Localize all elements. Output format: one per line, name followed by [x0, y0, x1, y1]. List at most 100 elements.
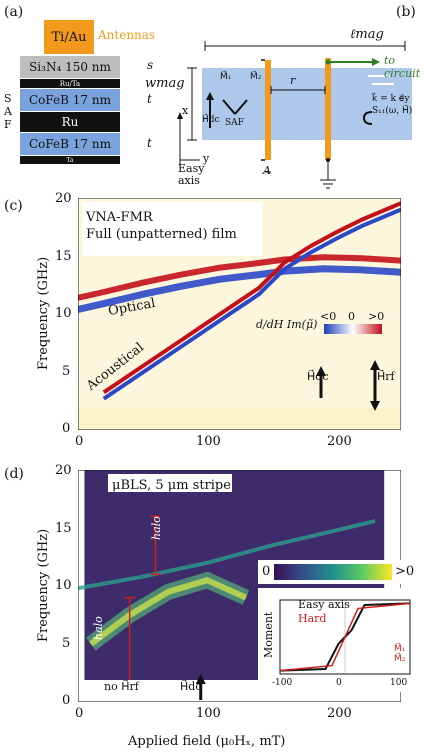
antennas-label: Antennas [98, 28, 156, 42]
colorbar-d-box: 0 >0 [258, 560, 418, 584]
chart-d-title: μBLS, 5 μm stripe [112, 478, 231, 493]
halo-label-upper: halo [150, 516, 163, 540]
inset-xtick: 100 [390, 678, 408, 688]
cofeb-bottom-label: CoFeB 17 nm [28, 137, 111, 151]
chart-c-ytick: 5 [62, 364, 71, 379]
magnetization-inset-plot [279, 599, 411, 675]
inset-easy-axis: Easy axis [298, 598, 350, 611]
chart-c-lowband [78, 408, 401, 430]
chart-c-ytick: 20 [55, 191, 72, 206]
easy-axis-label: Easy axis [178, 162, 205, 187]
a-width-label: A [263, 164, 271, 177]
chart-d-ytick: 20 [55, 463, 72, 478]
chart-d-ytick: 15 [55, 521, 72, 536]
si3n4-layer: Si₃N₄ 150 nm [20, 56, 120, 78]
colorbar-d-high: >0 [395, 564, 415, 579]
hdc-arrowhead-d [195, 674, 206, 684]
chart-c-xtick: 200 [327, 434, 352, 449]
hdc-arrowhead-c [316, 366, 326, 376]
magnetization-inset: Moment Easy axis Hard -100 0 100 M⃗₁ M⃗₂ [258, 588, 418, 692]
wmag-label: wmag [145, 76, 185, 91]
inset-hard-curve [279, 602, 411, 672]
cofeb-bottom-thickness-symbol: t [147, 136, 152, 150]
panel-a-label: (a) [4, 4, 24, 20]
upper-branch [78, 519, 376, 591]
acoustical-branch-red [102, 201, 401, 394]
chart-d-xtick: 0 [75, 706, 84, 721]
chart-d-xtick: 200 [327, 706, 352, 721]
chart-c-title-box: VNA-FMR Full (unpatterned) film [82, 202, 262, 256]
ru-layer: Ru [20, 112, 120, 132]
no-hrf-label: no H⃗rf [104, 680, 139, 693]
hrf-arrowhead-bottom-c [370, 401, 380, 411]
panel-d-label: (d) [4, 466, 24, 482]
y-axis-label: y [203, 152, 210, 165]
chart-c-xtick: 100 [196, 434, 221, 449]
si3n4-label: Si₃N₄ 150 nm [29, 60, 111, 74]
chart-d-title-box: μBLS, 5 μm stripe [108, 474, 232, 493]
magnetic-film [202, 68, 412, 140]
chart-c-ylabel: Frequency (GHz) [36, 256, 51, 370]
ta-label: Ta [66, 156, 74, 164]
cofeb-top-layer: CoFeB 17 nm [20, 89, 120, 111]
si3n4-thickness-symbol: s [147, 58, 154, 72]
chart-c-title-line1: VNA-FMR [86, 210, 153, 225]
colorbar-c [324, 324, 382, 334]
chart-d-xlabel: Applied field (μ₀Hₓ, mT) [128, 734, 286, 749]
hrf-arrowhead-top-c [370, 360, 380, 370]
ru-ta-layer: Ru/Ta [20, 79, 120, 88]
chart-d-ytick: 0 [62, 693, 71, 708]
inset-xtick: 0 [336, 678, 342, 688]
cofeb-bottom-layer: CoFeB 17 nm [20, 133, 120, 155]
inset-xtick: -100 [272, 678, 293, 688]
antenna-left [265, 60, 271, 160]
device-schematic [177, 41, 412, 189]
colorbar-c-low: <0 [320, 310, 337, 323]
hdc-c-label: H⃗dc [307, 370, 329, 383]
x-axis-label: x [182, 104, 189, 117]
acoustical-branch-blue [102, 207, 401, 401]
chart-c-ytick: 0 [62, 421, 71, 436]
chart-c-ytick: 10 [55, 306, 72, 321]
saf-inner-label: SAF [225, 118, 244, 128]
antenna-right [325, 58, 331, 160]
inset-m2-label: M⃗₂ [394, 654, 406, 664]
halo-core [89, 577, 248, 647]
cofeb-top-thickness-symbol: t [147, 92, 152, 106]
chart-c-title-line2: Full (unpatterned) film [86, 227, 237, 242]
s11-label: S₁₁(ω, H⃗) [372, 106, 413, 116]
hrf-c-label: H⃗rf [377, 370, 395, 383]
to-circuit-label: to circuit [384, 54, 421, 80]
chart-c-ytick: 15 [55, 249, 72, 264]
inset-hard-axis: Hard [298, 612, 327, 625]
chart-d-ytick: 5 [62, 636, 71, 651]
panel-b-label: (b) [396, 4, 416, 20]
ru-label: Ru [61, 115, 79, 129]
colorbar-d-low: 0 [262, 564, 271, 579]
optical-branch-red [78, 254, 401, 301]
chart-c-xtick: 0 [75, 434, 84, 449]
inset-m1-label: M⃗₁ [394, 644, 406, 654]
antenna-layer: Ti/Au [44, 20, 94, 54]
inset-ylabel: Moment [262, 611, 275, 658]
saf-vertical-label: SAF [4, 92, 12, 131]
optical-branch-blue [78, 265, 401, 313]
colorbar-d [274, 564, 392, 580]
colorbar-c-label: d/dH Im(μ̃) [256, 318, 318, 331]
lmag-label: ℓmag [350, 27, 384, 42]
chart-d-xtick: 100 [196, 706, 221, 721]
hdc-d-label: H⃗dc [180, 680, 202, 693]
ta-layer: Ta [20, 156, 120, 164]
colorbar-c-high: >0 [368, 310, 385, 323]
ru-ta-label: Ru/Ta [59, 79, 81, 88]
m1-label: M⃗₁ [220, 72, 232, 82]
cofeb-top-label: CoFeB 17 nm [28, 93, 111, 107]
k-vector-label: k⃗ = k e⃗y [372, 94, 410, 104]
chart-d-ylabel: Frequency (GHz) [36, 528, 51, 642]
hdc-schematic-label: H⃗dc [202, 115, 220, 125]
colorbar-c-mid: 0 [348, 310, 355, 323]
panel-c-label: (c) [4, 198, 23, 214]
antenna-material-label: Ti/Au [51, 29, 87, 45]
m2-label: M⃗₂ [250, 72, 262, 82]
chart-d-ytick: 10 [55, 578, 72, 593]
